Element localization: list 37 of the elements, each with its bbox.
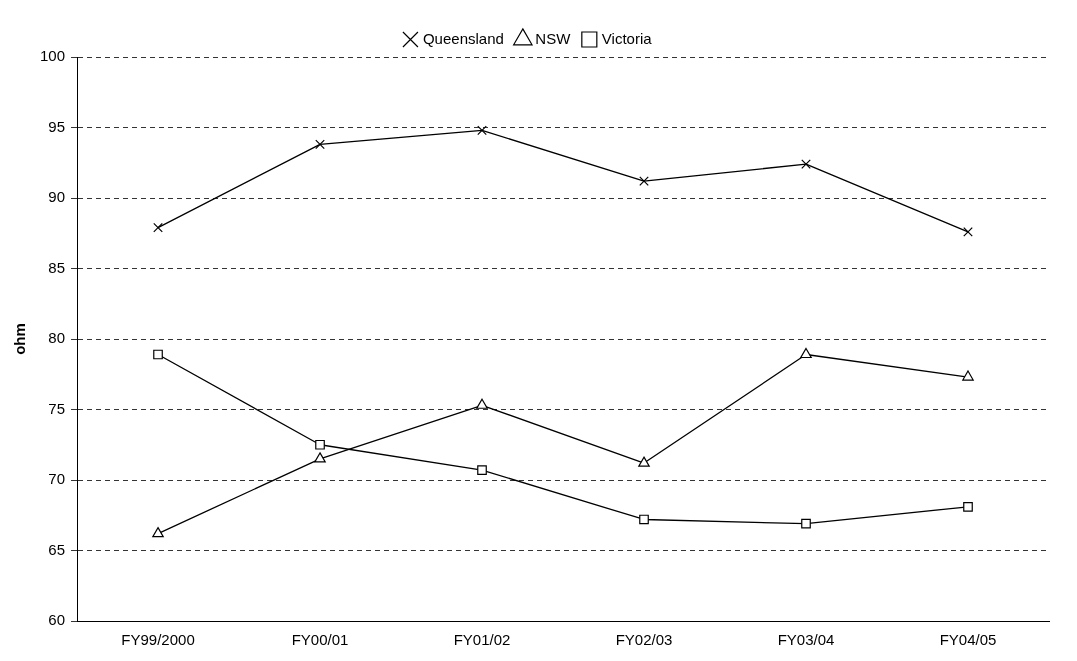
x-tick-label: FY03/04 — [777, 631, 835, 649]
y-tick-label: 80 — [48, 329, 66, 347]
point — [639, 176, 649, 186]
y-tick-label: 75 — [48, 399, 66, 417]
y-tick-label: 90 — [48, 188, 66, 206]
point — [801, 518, 811, 529]
point — [477, 125, 487, 136]
point — [315, 139, 325, 150]
legend-label: Victoria — [601, 29, 653, 47]
point — [800, 347, 812, 359]
point — [638, 456, 650, 467]
y-tick-label: 100 — [40, 47, 66, 65]
point — [801, 159, 811, 169]
point — [476, 398, 488, 409]
point — [314, 452, 326, 463]
point — [315, 439, 325, 450]
y-tick-label: 85 — [48, 258, 66, 276]
y-tick-label: 95 — [48, 117, 66, 135]
point — [962, 370, 974, 381]
point — [477, 465, 487, 475]
y-axis-title: ohm — [11, 323, 29, 355]
legend-label: NSW — [535, 29, 572, 47]
point — [153, 349, 163, 360]
x-tick-label: FY99/2000 — [121, 631, 195, 649]
point — [639, 514, 649, 525]
point — [963, 227, 973, 237]
y-tick-label: 65 — [48, 540, 66, 558]
x-tick-label: FY04/05 — [939, 631, 997, 649]
point — [152, 526, 164, 538]
point — [963, 501, 973, 512]
legend-label: Queensland — [422, 29, 504, 47]
y-tick-label: 60 — [48, 611, 66, 629]
x-tick-label: FY01/02 — [453, 631, 511, 649]
y-tick-label: 70 — [48, 470, 66, 488]
x-tick-label: FY00/01 — [291, 631, 349, 649]
point — [153, 222, 163, 233]
x-tick-label: FY02/03 — [615, 631, 673, 649]
